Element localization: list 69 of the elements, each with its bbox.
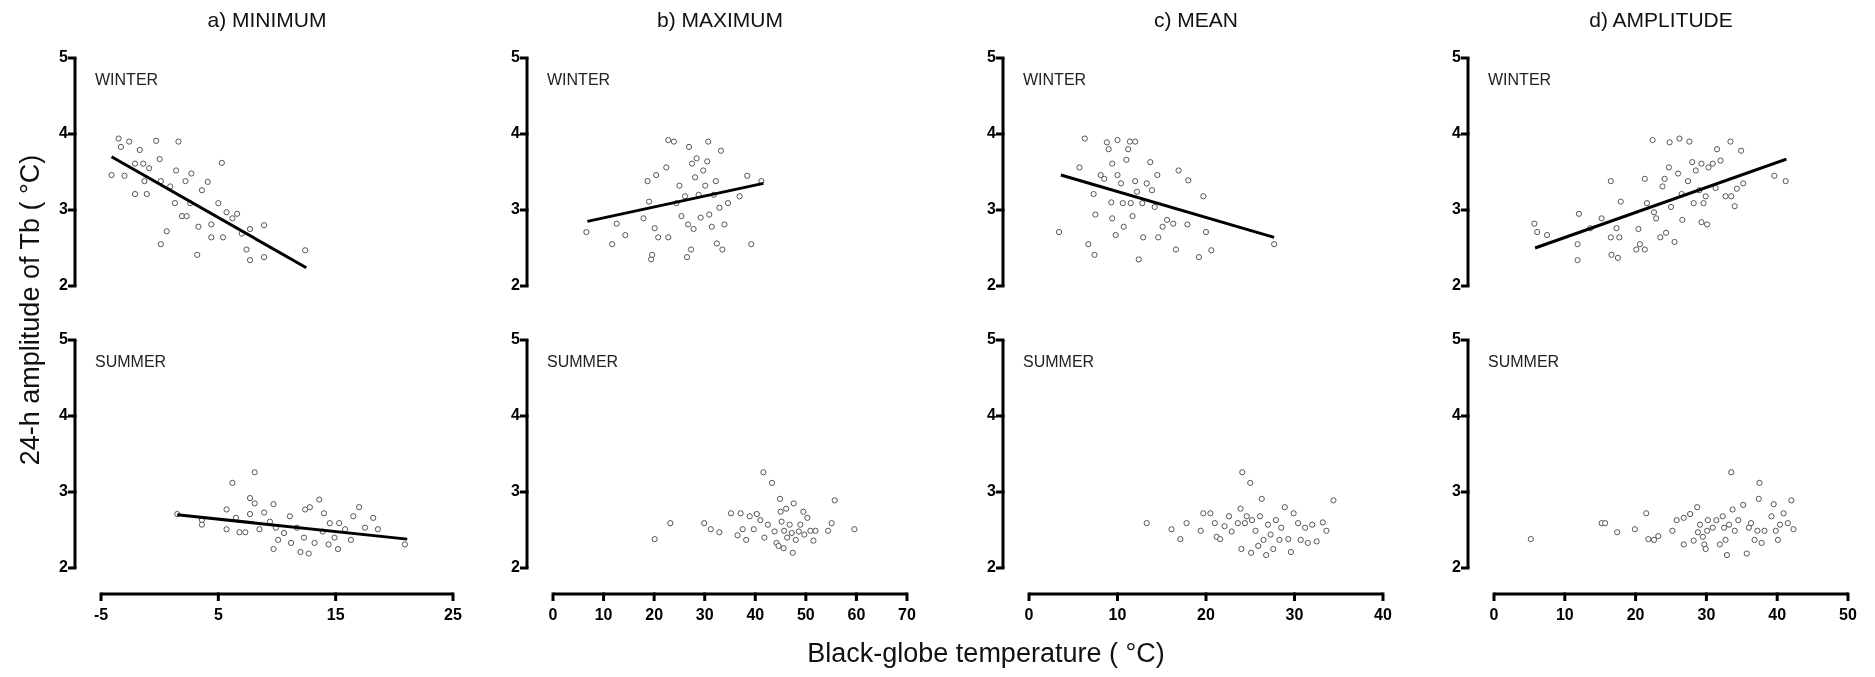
x-tick-label: 10 [1555, 606, 1574, 624]
y-tick-label: 3 [511, 482, 521, 500]
y-tick-label: 2 [59, 276, 69, 294]
y-tick-label: 2 [1452, 558, 1462, 576]
y-axis-title: 24-h amplitude of Tb ( °C) [14, 154, 46, 466]
y-tick-label: 2 [59, 558, 69, 576]
chart-title: a) MINIMUM [207, 8, 327, 32]
x-tick-label: 50 [1839, 606, 1857, 624]
chart-title: b) MAXIMUM [657, 8, 783, 32]
x-tick-label: 5 [213, 606, 223, 624]
y-tick-label: 2 [511, 276, 521, 294]
y-tick-label: 4 [987, 406, 997, 424]
x-tick-label: 70 [898, 606, 916, 624]
annotation: WINTER [95, 71, 159, 89]
x-tick-label: 10 [594, 606, 613, 624]
x-tick-label: 15 [326, 606, 345, 624]
y-tick-label: 5 [1452, 330, 1462, 348]
y-tick-label: 5 [987, 48, 997, 66]
y-tick-label: 5 [511, 330, 521, 348]
chart-title: c) MEAN [1154, 8, 1238, 32]
x-tick-label: 30 [1285, 606, 1304, 624]
x-tick-label: 50 [796, 606, 815, 624]
y-tick-label: 5 [987, 330, 997, 348]
y-tick-label: 5 [1452, 48, 1462, 66]
y-tick-label: 3 [987, 200, 997, 218]
y-tick-label: 2 [987, 276, 997, 294]
y-tick-label: 5 [59, 330, 69, 348]
y-tick-label: 4 [511, 124, 521, 142]
y-tick-label: 3 [511, 200, 521, 218]
x-tick-label: 0 [548, 606, 558, 624]
x-tick-label: 20 [1197, 606, 1215, 624]
x-tick-label: 10 [1108, 606, 1127, 624]
y-tick-label: 3 [59, 482, 69, 500]
x-tick-label: 0 [1024, 606, 1034, 624]
x-tick-label: 60 [847, 606, 866, 624]
x-tick-label: -5 [93, 606, 109, 624]
y-tick-label: 4 [1452, 406, 1462, 424]
x-tick-label: 40 [1374, 606, 1392, 624]
chart-title: d) AMPLITUDE [1589, 8, 1733, 32]
annotation: WINTER [1488, 71, 1552, 89]
y-tick-label: 3 [1452, 482, 1462, 500]
y-tick-label: 2 [987, 558, 997, 576]
annotation: SUMMER [1023, 353, 1095, 371]
x-tick-label: 30 [1697, 606, 1716, 624]
y-tick-label: 3 [987, 482, 997, 500]
annotation: WINTER [547, 71, 611, 89]
x-tick-label: 40 [746, 606, 765, 624]
annotation: WINTER [1023, 71, 1087, 89]
x-tick-label: 40 [1768, 606, 1787, 624]
annotation: SUMMER [95, 353, 167, 371]
y-tick-label: 4 [59, 124, 69, 142]
y-tick-label: 3 [1452, 200, 1462, 218]
x-tick-label: 30 [695, 606, 714, 624]
annotation: SUMMER [1488, 353, 1560, 371]
y-tick-label: 4 [59, 406, 69, 424]
y-tick-label: 2 [1452, 276, 1462, 294]
y-tick-label: 4 [987, 124, 997, 142]
x-tick-label: 20 [1626, 606, 1645, 624]
y-tick-label: 2 [511, 558, 521, 576]
x-tick-label: 20 [645, 606, 664, 624]
x-axis-title: Black-globe temperature ( °C) [807, 638, 1165, 669]
x-tick-label: 25 [444, 606, 462, 624]
y-tick-label: 4 [1452, 124, 1462, 142]
y-tick-label: 5 [511, 48, 521, 66]
y-tick-label: 3 [59, 200, 69, 218]
x-tick-label: 0 [1489, 606, 1499, 624]
annotation: SUMMER [547, 353, 619, 371]
y-tick-label: 4 [511, 406, 521, 424]
y-tick-label: 5 [59, 48, 69, 66]
